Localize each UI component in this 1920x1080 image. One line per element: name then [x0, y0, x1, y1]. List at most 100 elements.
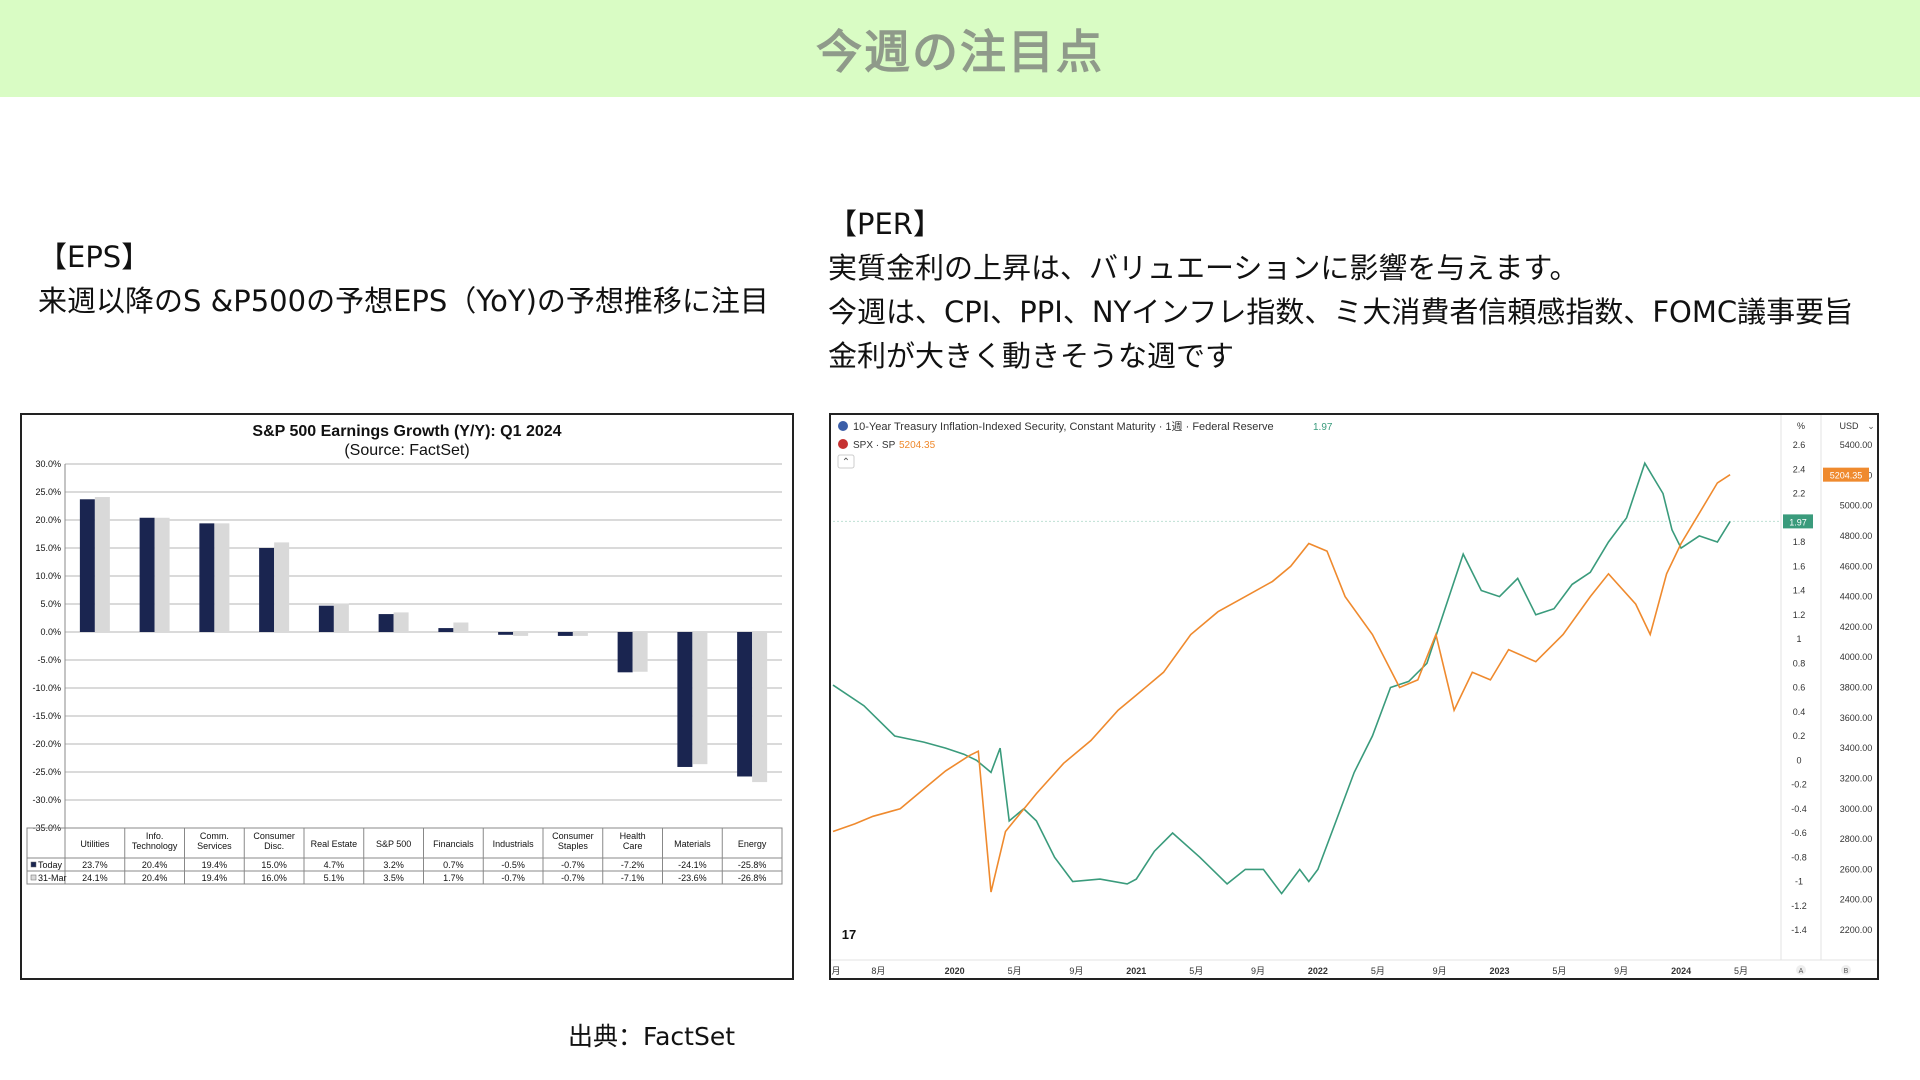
bar-31-mar — [572, 632, 588, 636]
source-caption: 出典：FactSet — [568, 1022, 736, 1051]
category-label: Utilities — [80, 839, 110, 849]
legend-spx-label: SPX · SP — [853, 440, 896, 451]
table-value-label: -0.7% — [561, 860, 585, 870]
x-tick-label: 9月 — [1614, 966, 1628, 976]
left-axis-tick-label: 1.4 — [1793, 586, 1806, 596]
right-axis-tick-label: 3800.00 — [1840, 683, 1873, 693]
bar-31-mar — [453, 622, 469, 632]
category-label: S&P 500 — [376, 839, 411, 849]
data-table-border — [26, 827, 783, 885]
bar-today — [498, 632, 514, 635]
bar-today — [677, 632, 693, 767]
spx-line — [832, 474, 1731, 893]
chevron-up-icon: ⌃ — [842, 457, 850, 468]
y-tick-label: 20.0% — [35, 515, 61, 525]
left-axis-tick-label: -0.2 — [1791, 780, 1807, 790]
category-label: Info. — [146, 831, 164, 841]
per-line-1: 実質金利の上昇は、バリュエーションに影響を与えます。 — [828, 251, 1579, 285]
bar-31-mar — [752, 632, 768, 783]
bar-today — [318, 605, 334, 632]
table-value-label: 19.4% — [202, 860, 228, 870]
left-axis-tick-label: 0.2 — [1793, 731, 1806, 741]
y-tick-label: -15.0% — [32, 711, 61, 721]
real-yield-last-tag — [1783, 514, 1813, 529]
bar-31-mar — [513, 632, 529, 636]
right-axis-tick-label: 2400.00 — [1840, 895, 1873, 905]
right-axis-tick-label: 4600.00 — [1840, 561, 1873, 571]
y-tick-label: 5.0% — [40, 599, 61, 609]
category-label: Energy — [738, 839, 767, 849]
category-label: Comm. — [200, 831, 229, 841]
y-tick-label: 30.0% — [35, 459, 61, 469]
table-value-label: -7.1% — [621, 873, 645, 883]
table-value-label: -0.5% — [501, 860, 525, 870]
y-tick-label: -20.0% — [32, 739, 61, 749]
tradingview-logo: 17 — [842, 927, 856, 942]
left-axis-tick-label: 1.8 — [1793, 537, 1806, 547]
legend-real-yield-label: 10-Year Treasury Inflation-Indexed Secur… — [853, 420, 1274, 433]
table-value-label: -7.2% — [621, 860, 645, 870]
left-axis-tick-label: 1.2 — [1793, 610, 1806, 620]
spx-last-tag — [1823, 467, 1869, 482]
left-axis-tick-label: 0.4 — [1793, 707, 1806, 717]
x-tick-label: 2022 — [1308, 966, 1328, 976]
right-axis-tick-label: 3000.00 — [1840, 804, 1873, 814]
bar-today — [438, 628, 454, 632]
category-label: Services — [197, 841, 232, 851]
legend-swatch — [30, 861, 37, 868]
bar-31-mar — [274, 542, 290, 632]
left-axis-tick-label: 2.4 — [1793, 464, 1806, 474]
category-label: Technology — [132, 841, 178, 851]
y-tick-label: 0.0% — [40, 627, 61, 637]
per-line-chart-panel: 10-Year Treasury Inflation-Indexed Secur… — [829, 413, 1879, 980]
eps-text-block: 【EPS】 来週以降のS &P500の予想EPS（YoY)の予想推移に注目 — [38, 235, 769, 323]
bar-today — [139, 517, 155, 632]
left-axis-tick-label: 2.2 — [1793, 489, 1806, 499]
header-banner: 今週の注目点 — [0, 0, 1920, 97]
x-tick-label: 5月 — [1734, 966, 1748, 976]
bar-today — [199, 523, 215, 632]
chart-subtitle: (Source: FactSet) — [344, 442, 469, 459]
right-axis-tick-label: 3200.00 — [1840, 773, 1873, 783]
y-tick-label: 10.0% — [35, 571, 61, 581]
table-value-label: 1.7% — [443, 873, 464, 883]
left-axis-tick-label: -1 — [1795, 877, 1803, 887]
per-line-3: 金利が大きく動きそうな週です — [828, 339, 1235, 373]
bar-today — [378, 614, 394, 632]
auto-scale-button[interactable] — [1796, 965, 1806, 975]
table-value-label: 20.4% — [142, 873, 168, 883]
us-flag-icon — [838, 421, 848, 431]
category-label: Consumer — [253, 831, 295, 841]
bar-today — [617, 632, 633, 673]
category-label: Industrials — [493, 839, 535, 849]
table-value-label: 3.2% — [383, 860, 404, 870]
right-axis-tick-label: 2800.00 — [1840, 834, 1873, 844]
real-yield-last-value: 1.97 — [1789, 517, 1807, 527]
x-tick-label: 5月 — [1008, 966, 1022, 976]
right-axis-tick-label: 2600.00 — [1840, 864, 1873, 874]
real-yield-line — [832, 461, 1731, 895]
collapse-legend-button[interactable] — [837, 454, 855, 469]
y-tick-label: -5.0% — [37, 655, 61, 665]
bar-31-mar — [333, 603, 349, 632]
left-axis-tick-label: 0.6 — [1793, 683, 1806, 693]
category-label: Staples — [558, 841, 589, 851]
table-value-label: -25.8% — [738, 860, 767, 870]
category-label: Care — [623, 841, 643, 851]
right-axis-tick-label: 4200.00 — [1840, 622, 1873, 632]
y-tick-label: -10.0% — [32, 683, 61, 693]
table-value-label: 4.7% — [324, 860, 345, 870]
left-axis-tick-label: -0.8 — [1791, 852, 1807, 862]
auto-scale-icon: A — [1799, 968, 1804, 975]
table-value-label: 0.7% — [443, 860, 464, 870]
left-axis-tick-label: -1.4 — [1791, 925, 1807, 935]
left-axis-unit: % — [1797, 421, 1805, 431]
table-value-label: 16.0% — [261, 873, 287, 883]
bar-31-mar — [154, 517, 170, 632]
log-scale-button[interactable] — [1841, 965, 1851, 975]
table-value-label: -0.7% — [501, 873, 525, 883]
x-tick-label: 9月 — [1069, 966, 1083, 976]
legend-label: Today — [38, 860, 63, 870]
category-label: Health — [620, 831, 646, 841]
table-value-label: -26.8% — [738, 873, 767, 883]
